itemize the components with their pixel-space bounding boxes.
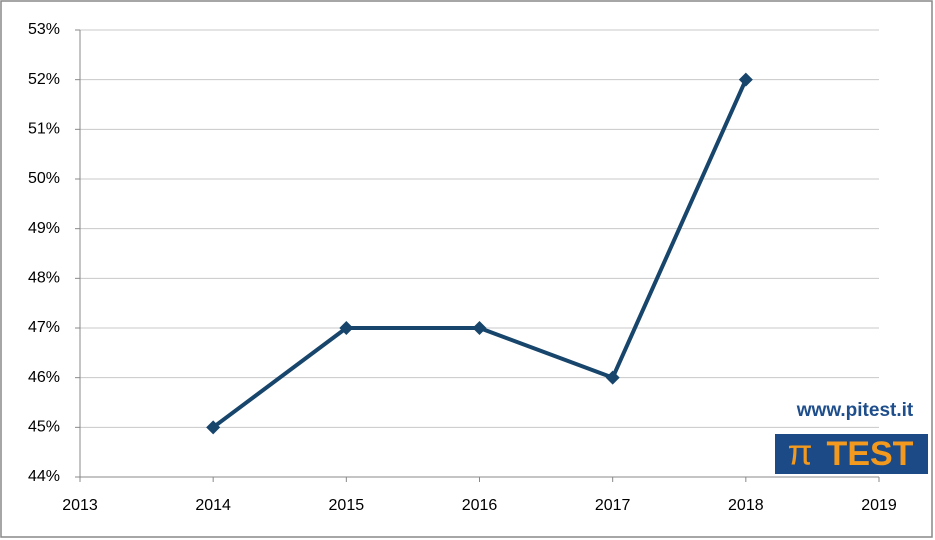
y-tick-label: 48% [28, 270, 60, 287]
y-tick-label: 46% [28, 369, 60, 386]
y-tick-label: 50% [28, 170, 60, 187]
marker [472, 321, 487, 335]
x-tick-label: 2017 [595, 497, 631, 514]
marker [738, 72, 753, 87]
marker [339, 321, 354, 335]
x-tick-label: 2015 [329, 497, 365, 514]
y-tick-label: 49% [28, 220, 60, 237]
x-tick-label: 2019 [861, 497, 897, 514]
logo-box [775, 434, 928, 474]
marker [605, 370, 620, 385]
marker [206, 420, 221, 435]
y-tick-label: 53% [28, 21, 60, 38]
x-tick-label: 2013 [62, 497, 98, 514]
logo-symbol: π [788, 432, 813, 473]
logo-text: TEST [827, 435, 914, 473]
x-tick-label: 2018 [728, 497, 764, 514]
y-tick-label: 51% [28, 121, 60, 138]
x-tick-label: 2014 [195, 497, 231, 514]
plot [206, 72, 753, 435]
y-tick-label: 44% [28, 468, 60, 485]
watermark-url: www.pitest.it [796, 400, 914, 421]
x-tick-label: 2016 [462, 497, 498, 514]
y-tick-label: 52% [28, 71, 60, 88]
y-tick-label: 47% [28, 319, 60, 336]
y-tick-label: 45% [28, 419, 60, 436]
grid [75, 29, 880, 482]
